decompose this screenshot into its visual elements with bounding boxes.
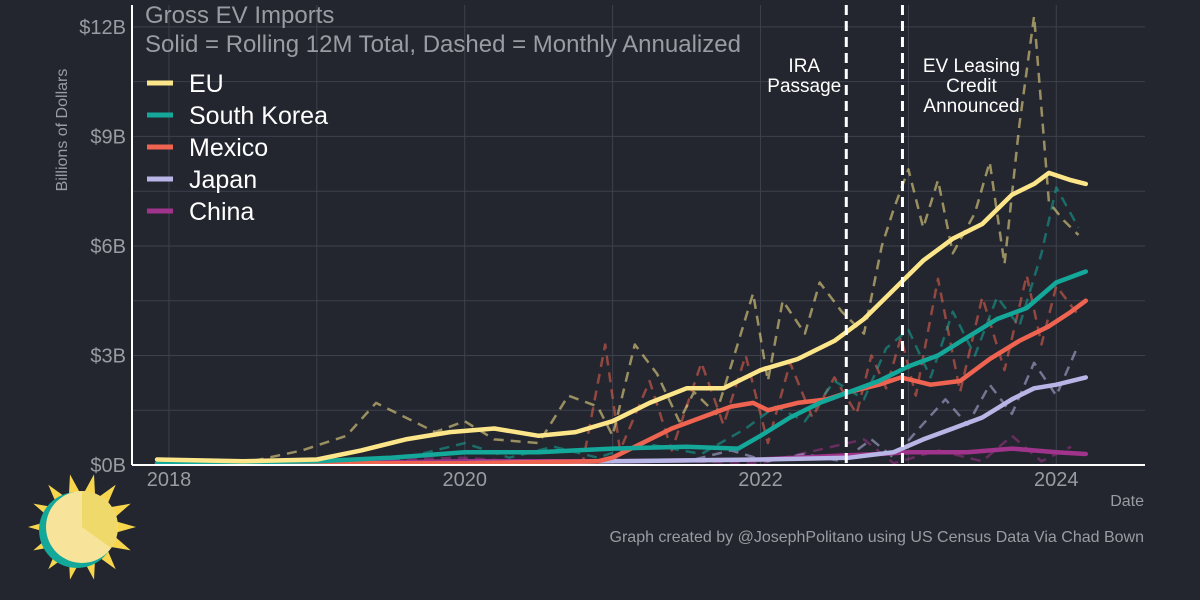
series-japan-rolling-line <box>154 375 1089 466</box>
y-tick-label: $6B <box>90 236 126 258</box>
x-tick-label: 2020 <box>442 469 487 491</box>
axes <box>131 5 1145 466</box>
x-axis-label: Date <box>1110 493 1144 510</box>
legend: EU South Korea Mexico Japan China <box>147 70 328 226</box>
annotation-text: IRA <box>788 56 820 77</box>
grid <box>132 5 1145 466</box>
chart-title: Gross EV Imports <box>145 2 334 29</box>
sun-logo <box>28 474 136 580</box>
annotation-text: Announced <box>923 96 1019 117</box>
series-japan-monthly-line <box>168 344 1080 465</box>
annotation-text: Credit <box>946 76 997 97</box>
chart-subtitle: Solid = Rolling 12M Total, Dashed = Mont… <box>145 31 741 58</box>
x-tick-label: 2024 <box>1034 469 1079 491</box>
y-axis-label: Billions of Dollars <box>54 69 71 192</box>
sun-ray <box>68 474 81 496</box>
x-tick-label: 2022 <box>738 469 783 491</box>
x-tick-label: 2018 <box>147 469 192 491</box>
y-tick-label: $12B <box>79 17 126 39</box>
legend-label-mexico: Mexico <box>189 134 268 162</box>
sun-ray <box>115 521 136 533</box>
sun-ray <box>83 474 96 496</box>
rolling-12m-layer <box>154 170 1089 466</box>
annotation-text: Passage <box>767 76 841 97</box>
series-mexico-rolling-line <box>154 298 1089 466</box>
legend-label-eu: EU <box>189 70 224 98</box>
series-eu-rolling-line <box>154 170 1089 464</box>
x-tick-labels: 2018 2020 2022 2024 <box>147 469 1079 491</box>
annotation-text: EV Leasing <box>923 56 1020 77</box>
series-south-korea-monthly-line <box>168 186 1080 465</box>
sun-wedge <box>82 491 118 548</box>
series-south-korea-rolling-line <box>154 269 1089 466</box>
legend-label-china: China <box>189 198 254 226</box>
legend-label-japan: Japan <box>189 166 257 194</box>
series-eu-monthly-line <box>168 14 1080 465</box>
monthly-annualized-layer <box>168 14 1080 466</box>
y-tick-label: $3B <box>90 345 126 367</box>
caption: Graph created by @JosephPolitano using U… <box>610 529 1144 546</box>
y-tick-labels: $0B $3B $6B $9B $12B <box>79 17 126 477</box>
y-tick-label: $0B <box>90 455 126 477</box>
y-tick-label: $9B <box>90 126 126 148</box>
series-mexico-monthly-line <box>168 273 1080 465</box>
legend-label-south-korea: South Korea <box>189 102 328 130</box>
